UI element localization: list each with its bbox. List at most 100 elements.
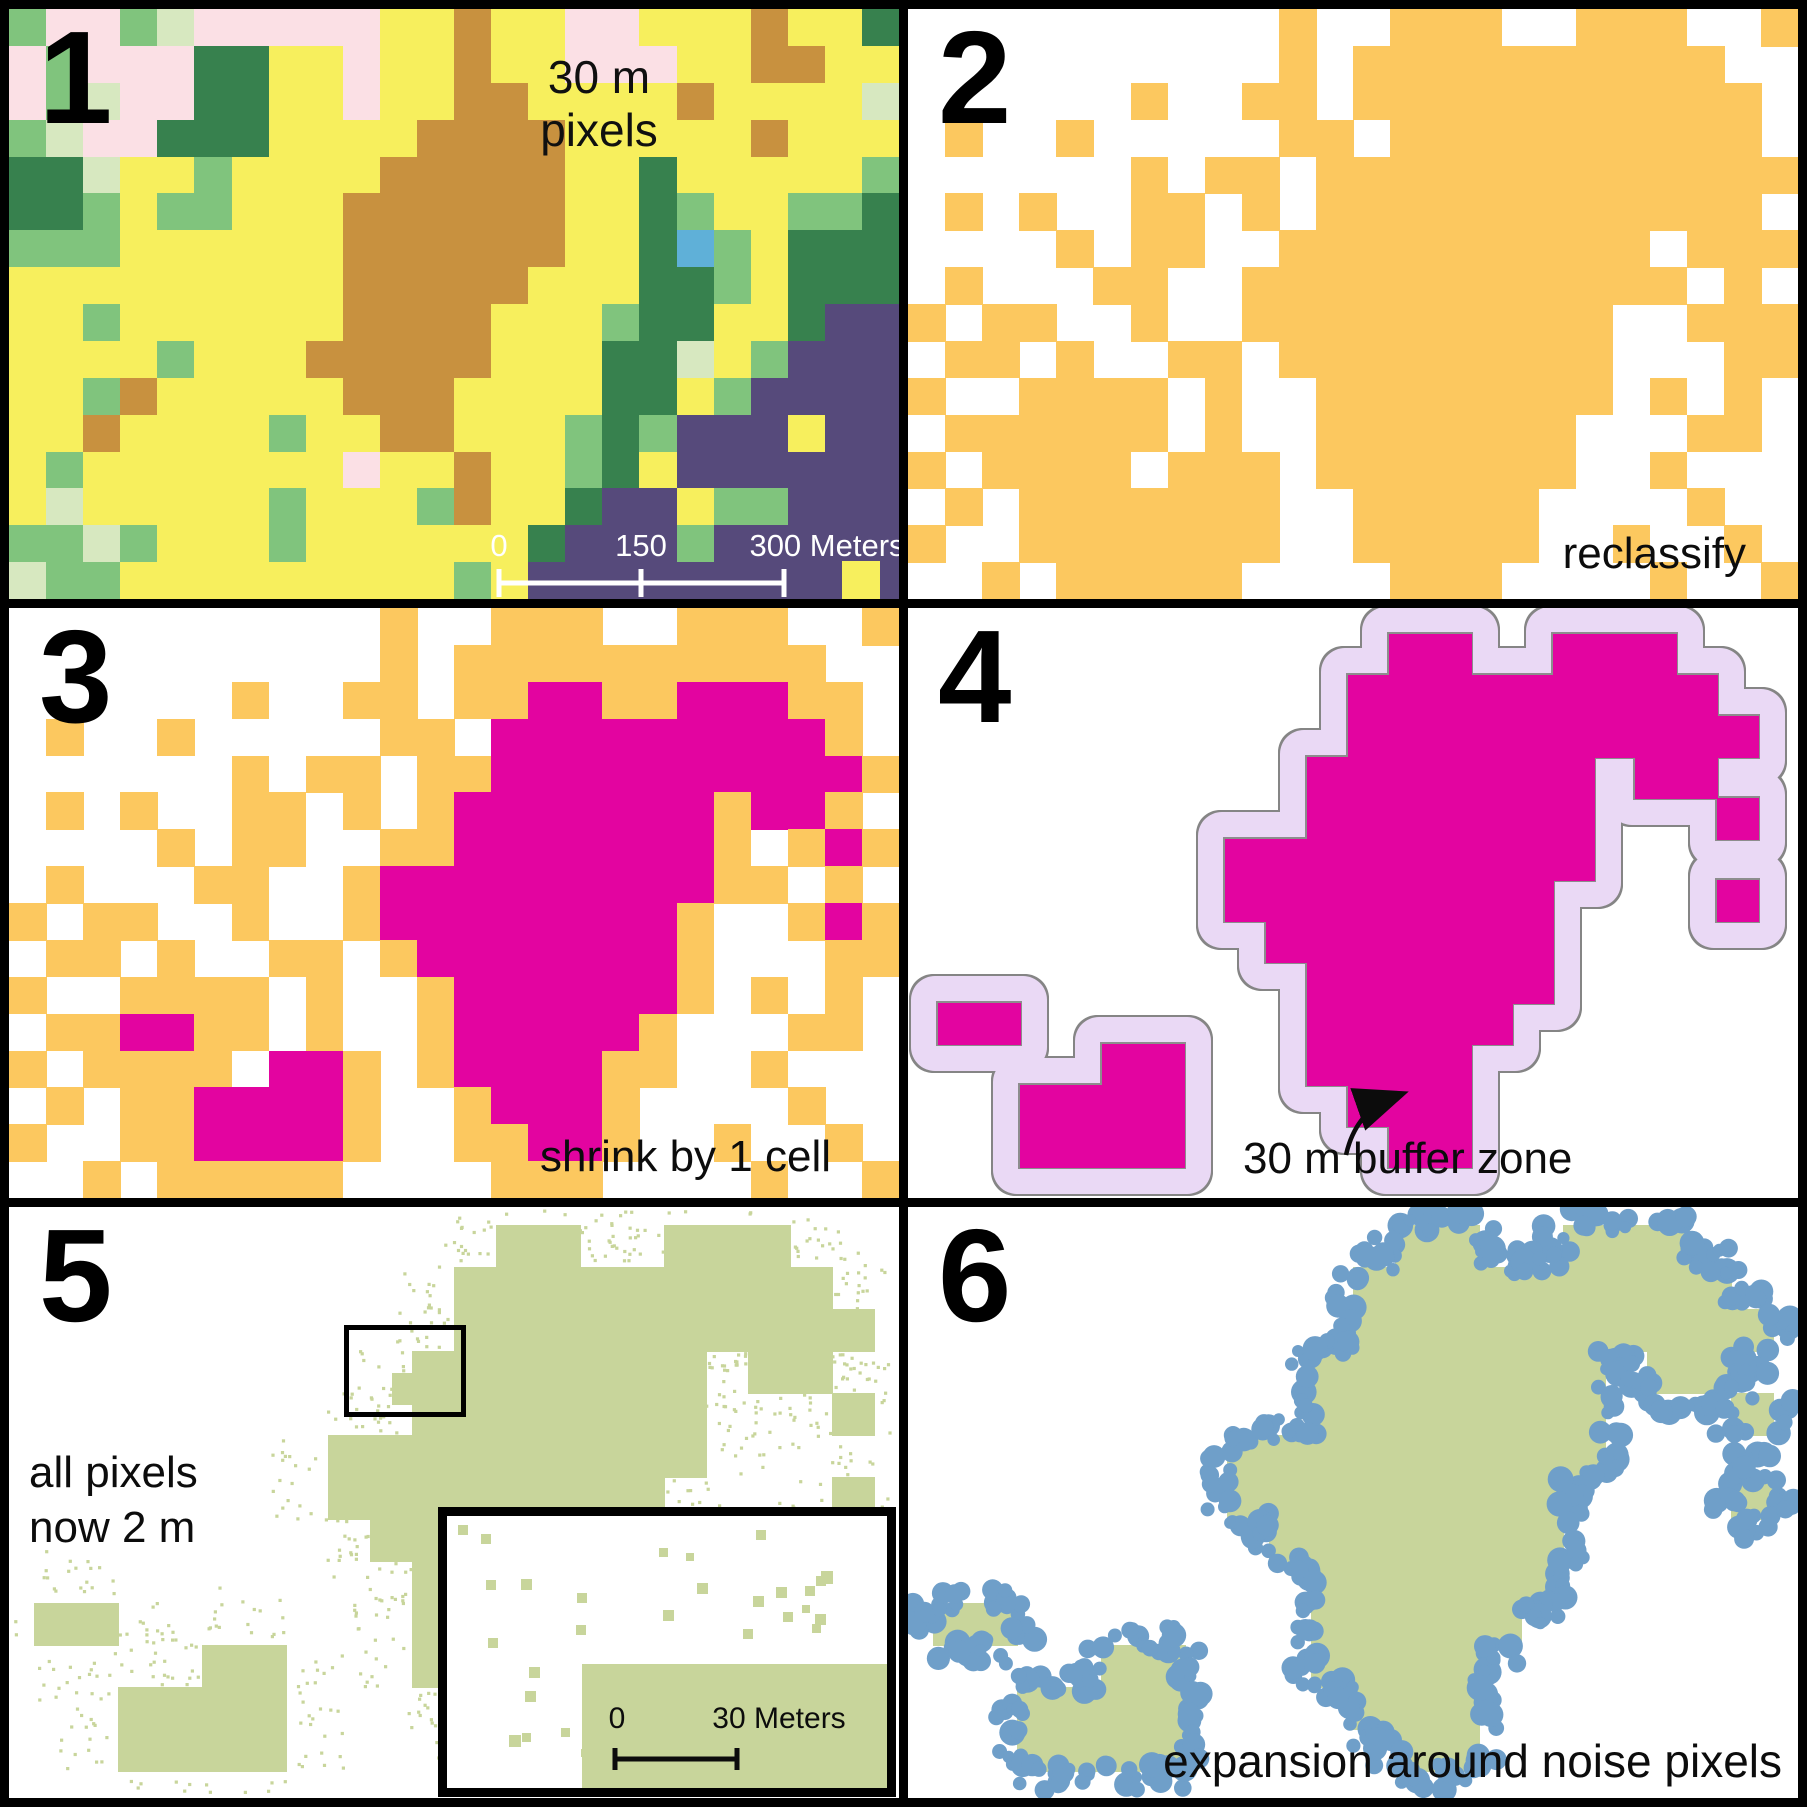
raster-cell (861, 1161, 899, 1198)
green-cell (202, 1729, 245, 1772)
raster-cell (120, 304, 159, 342)
green-cell (664, 1351, 707, 1394)
noise-speckle (402, 1646, 406, 1651)
expansion-dot (1256, 1514, 1278, 1537)
raster-cell (454, 451, 492, 490)
core-cell (1266, 921, 1308, 963)
raster-cell (83, 82, 121, 121)
raster-cell (1093, 414, 1132, 453)
raster-cell (1093, 525, 1132, 563)
raster-cell (9, 9, 47, 47)
raster-cell (454, 866, 492, 904)
raster-cell (46, 488, 84, 526)
noise-speckle (737, 1353, 741, 1357)
noise-speckle (409, 1568, 413, 1572)
noise-speckle (627, 1259, 631, 1263)
raster-cell (268, 829, 307, 867)
raster-cell (1204, 156, 1243, 195)
raster-cell (908, 525, 946, 563)
core-cell (1225, 880, 1267, 922)
noise-speckle (677, 1500, 681, 1504)
noise-speckle (301, 1700, 305, 1704)
raster-cell (565, 82, 604, 121)
expansion-dot (1011, 1700, 1029, 1718)
raster-cell (454, 9, 492, 47)
raster-cell (268, 45, 307, 84)
noise-speckle (395, 1431, 399, 1435)
raster-cell (1723, 304, 1762, 342)
raster-cell (602, 1087, 641, 1125)
raster-cell (194, 866, 233, 904)
raster-cell (231, 45, 270, 84)
expansion-dot (1596, 1447, 1614, 1465)
noise-speckle (38, 1698, 42, 1702)
noise-speckle (852, 1388, 856, 1392)
raster-cell (1278, 267, 1317, 305)
raster-cell (491, 866, 529, 904)
raster-cell (713, 414, 752, 453)
noise-speckle (815, 1256, 819, 1260)
noise-speckle (156, 1629, 160, 1633)
raster-cell (491, 525, 529, 563)
noise-speckle (44, 1569, 48, 1573)
raster-cell (1501, 304, 1540, 342)
raster-cell (379, 718, 418, 757)
green-cell (580, 1393, 623, 1436)
noise-speckle (404, 1592, 408, 1596)
noise-speckle (408, 1321, 413, 1325)
panel-1-landcover-raster: 1 30 m pixels 0 150 300 Meters (9, 9, 899, 599)
raster-cell (1315, 230, 1354, 268)
raster-cell (528, 976, 566, 1015)
arrow-path (1343, 1088, 1409, 1156)
raster-cell (787, 1087, 826, 1125)
noise-speckle (314, 1660, 318, 1664)
raster-cell (1130, 488, 1169, 526)
raster-cell (639, 755, 678, 794)
noise-speckle (416, 1339, 421, 1343)
noise-speckle (403, 1272, 407, 1276)
raster-cell (1686, 119, 1725, 158)
noise-speckle (337, 1548, 342, 1552)
raster-cell (676, 525, 715, 563)
panel-number: 2 (938, 9, 1012, 151)
noise-speckle (611, 1234, 615, 1238)
noise-speckle (864, 1363, 868, 1367)
raster-cell (676, 939, 715, 978)
core-cell (1430, 921, 1472, 963)
expansion-dot (1546, 1246, 1562, 1263)
core-cell (1389, 880, 1431, 922)
raster-cell (676, 866, 715, 904)
noise-speckle (610, 1223, 614, 1227)
inset-noise-square (509, 1735, 521, 1747)
raster-cell (342, 414, 381, 453)
raster-cell (342, 903, 381, 941)
noise-speckle (183, 1789, 187, 1793)
noise-speckle (657, 1233, 661, 1237)
raster-cell (824, 1124, 863, 1162)
noise-speckle (353, 1608, 357, 1612)
raster-cell (231, 488, 270, 526)
raster-cell (639, 681, 678, 720)
raster-cell (602, 755, 641, 794)
noise-speckle (298, 1504, 302, 1508)
raster-cell (1241, 193, 1280, 231)
raster-cell (565, 903, 604, 941)
raster-cell (565, 829, 604, 867)
raster-cell (824, 1013, 863, 1052)
noise-speckle (92, 1661, 96, 1665)
raster-cell (1315, 119, 1354, 158)
noise-speckle (113, 1652, 117, 1656)
noise-speckle (821, 1244, 825, 1248)
raster-cell (602, 451, 641, 490)
raster-cell (157, 829, 196, 867)
raster-cell (676, 718, 715, 757)
raster-cell (528, 267, 566, 305)
raster-cell (1315, 267, 1354, 305)
noise-speckle (190, 1669, 194, 1673)
core-cell (1266, 880, 1308, 922)
raster-cell (750, 377, 789, 416)
noise-speckle (831, 1461, 835, 1465)
raster-cell (342, 792, 381, 830)
raster-cell (861, 267, 899, 305)
noise-speckle (141, 1621, 145, 1625)
